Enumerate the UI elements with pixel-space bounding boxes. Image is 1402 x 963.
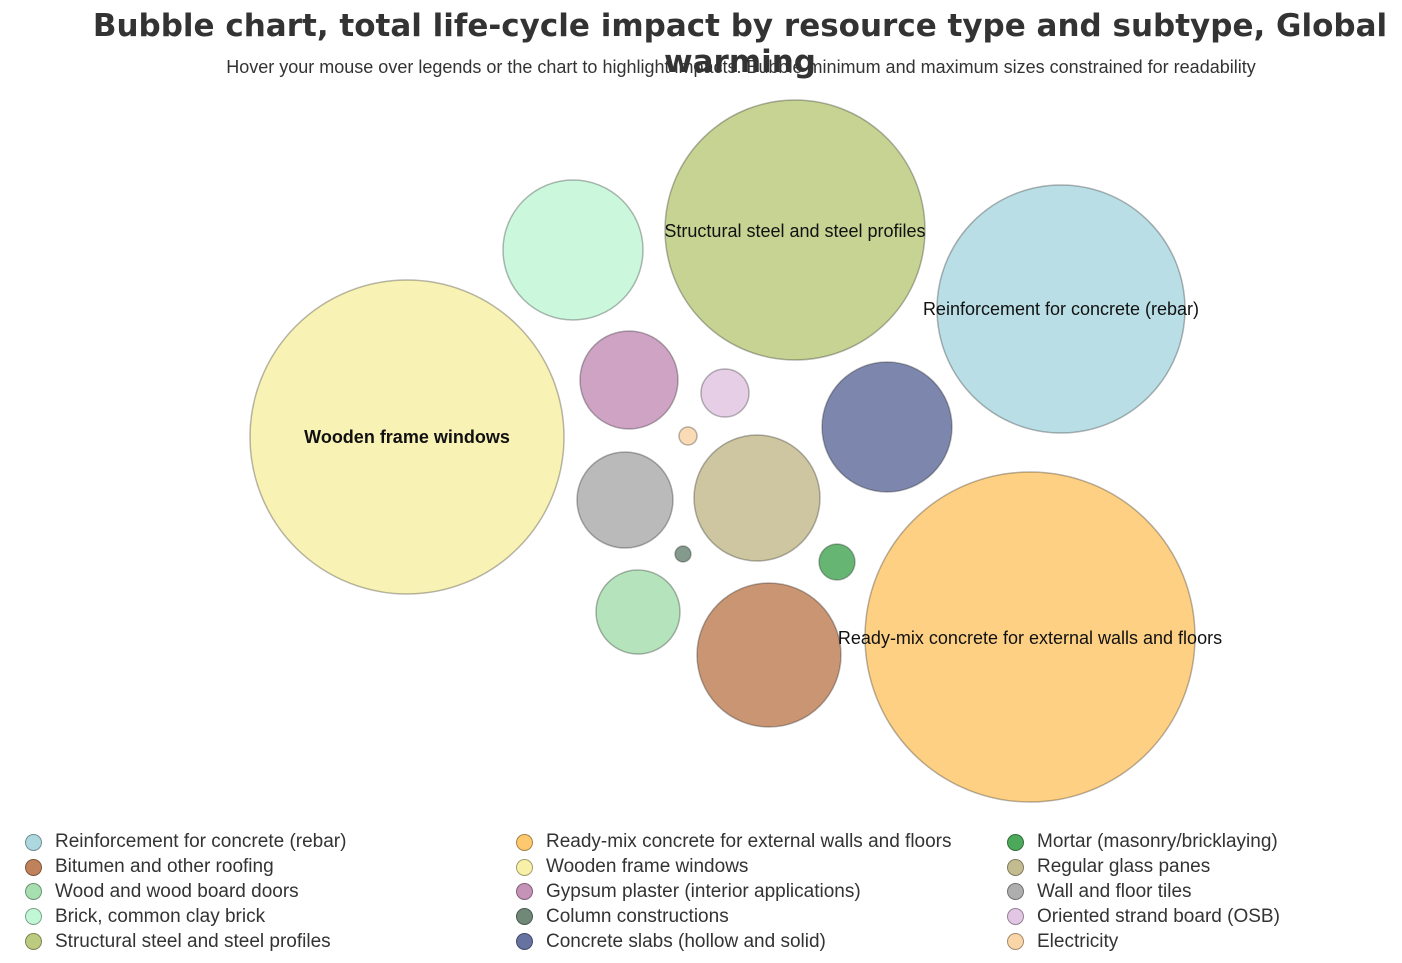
bubble-electricity[interactable] — [678, 426, 698, 446]
chart-subtitle: Hover your mouse over legends or the cha… — [226, 57, 1256, 77]
legend-label: Gypsum plaster (interior applications) — [546, 880, 861, 902]
legend-item-reinforcement-for-concrete-rebar[interactable]: Reinforcement for concrete (rebar) — [25, 830, 346, 855]
bubble-reinforcement-for-concrete-rebar[interactable] — [936, 184, 1186, 434]
bubble-label-wooden-frame-windows: Wooden frame windows — [304, 427, 510, 447]
legend-swatch-icon — [516, 908, 533, 926]
bubble-oriented-strand-board-osb[interactable] — [700, 368, 750, 418]
legend-swatch-icon — [1007, 858, 1024, 876]
bubble-structural-steel-and-steel-profiles[interactable] — [664, 99, 926, 361]
legend-item-brick-common-clay-brick[interactable]: Brick, common clay brick — [25, 904, 346, 929]
legend-label: Regular glass panes — [1037, 856, 1211, 878]
bubble-gypsum-plaster-interior-applications[interactable] — [579, 330, 679, 430]
legend-item-wooden-frame-windows[interactable]: Wooden frame windows — [516, 855, 952, 880]
bubbles-group — [249, 99, 1196, 803]
legend-swatch-icon — [25, 908, 42, 926]
bubble-ready-mix-concrete-for-external-walls-and-floors[interactable] — [864, 471, 1196, 803]
legend-label: Wood and wood board doors — [55, 880, 299, 902]
legend-label: Brick, common clay brick — [55, 905, 266, 927]
legend-swatch-icon — [516, 933, 533, 951]
legend-item-mortar-masonry-bricklaying[interactable]: Mortar (masonry/bricklaying) — [1007, 830, 1280, 855]
bubble-wooden-frame-windows[interactable] — [249, 279, 565, 595]
legend-item-bitumen-and-other-roofing[interactable]: Bitumen and other roofing — [25, 855, 346, 880]
legend-label: Structural steel and steel profiles — [55, 930, 331, 952]
legend-label: Oriented strand board (OSB) — [1037, 905, 1280, 927]
bubble-labels-group: Reinforcement for concrete (rebar) Struct… — [304, 221, 1222, 648]
chart-title: Bubble chart, total life-cycle impact by… — [92, 8, 1388, 80]
legend-column-1: Reinforcement for concrete (rebar) Bitume… — [25, 830, 346, 954]
legend-swatch-icon — [25, 833, 42, 851]
legend-item-oriented-strand-board-osb[interactable]: Oriented strand board (OSB) — [1007, 904, 1280, 929]
bubble-column-constructions[interactable] — [674, 545, 692, 563]
bubble-regular-glass-panes[interactable] — [693, 434, 821, 562]
legend-swatch-icon — [1007, 933, 1024, 951]
legend-item-column-constructions[interactable]: Column constructions — [516, 904, 952, 929]
legend-label: Bitumen and other roofing — [55, 856, 274, 878]
legend-label: Electricity — [1037, 930, 1119, 952]
legend-label: Column constructions — [546, 905, 729, 927]
legend-swatch-icon — [1007, 833, 1024, 851]
bubble-label-structural-steel-and-steel-profiles: Structural steel and steel profiles — [664, 221, 925, 241]
legend-item-gypsum-plaster-interior-applications[interactable]: Gypsum plaster (interior applications) — [516, 880, 952, 905]
legend-swatch-icon — [25, 858, 42, 876]
legend-swatch-icon — [25, 933, 42, 951]
legend-label: Ready-mix concrete for external walls an… — [546, 831, 952, 853]
bubble-brick-common-clay-brick[interactable] — [502, 179, 644, 321]
bubble-concrete-slabs-hollow-and-solid[interactable] — [821, 361, 953, 493]
bubble-label-ready-mix-concrete-for-external-walls-and-floors: Ready-mix concrete for external walls an… — [838, 628, 1222, 648]
bubble-mortar-masonry-bricklaying[interactable] — [818, 543, 856, 581]
legend-swatch-icon — [1007, 908, 1024, 926]
legend-swatch-icon — [25, 883, 42, 901]
legend-item-concrete-slabs-hollow-and-solid[interactable]: Concrete slabs (hollow and solid) — [516, 929, 952, 954]
legend-column-3: Mortar (masonry/bricklaying) Regular glas… — [1007, 830, 1280, 954]
legend-item-ready-mix-concrete-for-external-walls-and-floors[interactable]: Ready-mix concrete for external walls an… — [516, 830, 952, 855]
bubble-label-reinforcement-for-concrete-rebar: Reinforcement for concrete (rebar) — [923, 299, 1199, 319]
legend-label: Wooden frame windows — [546, 856, 749, 878]
legend-label: Mortar (masonry/bricklaying) — [1037, 831, 1278, 853]
legend-item-wood-and-wood-board-doors[interactable]: Wood and wood board doors — [25, 880, 346, 905]
legend-item-regular-glass-panes[interactable]: Regular glass panes — [1007, 855, 1280, 880]
legend-item-wall-and-floor-tiles[interactable]: Wall and floor tiles — [1007, 880, 1280, 905]
bubble-wood-and-wood-board-doors[interactable] — [595, 569, 681, 655]
legend-column-2: Ready-mix concrete for external walls an… — [516, 830, 952, 954]
bubble-wall-and-floor-tiles[interactable] — [576, 451, 674, 549]
legend-swatch-icon — [516, 833, 533, 851]
legend-item-structural-steel-and-steel-profiles[interactable]: Structural steel and steel profiles — [25, 929, 346, 954]
legend-label: Concrete slabs (hollow and solid) — [546, 930, 826, 952]
legend-swatch-icon — [516, 883, 533, 901]
legend-item-electricity[interactable]: Electricity — [1007, 929, 1280, 954]
bubble-chart: Reinforcement for concrete (rebar) Struct… — [249, 99, 1222, 803]
legend-label: Reinforcement for concrete (rebar) — [55, 831, 347, 853]
legend-label: Wall and floor tiles — [1037, 880, 1192, 902]
legend: Reinforcement for concrete (rebar) Bitume… — [0, 830, 1402, 960]
legend-swatch-icon — [516, 858, 533, 876]
legend-swatch-icon — [1007, 883, 1024, 901]
bubble-bitumen-and-other-roofing[interactable] — [696, 582, 842, 728]
